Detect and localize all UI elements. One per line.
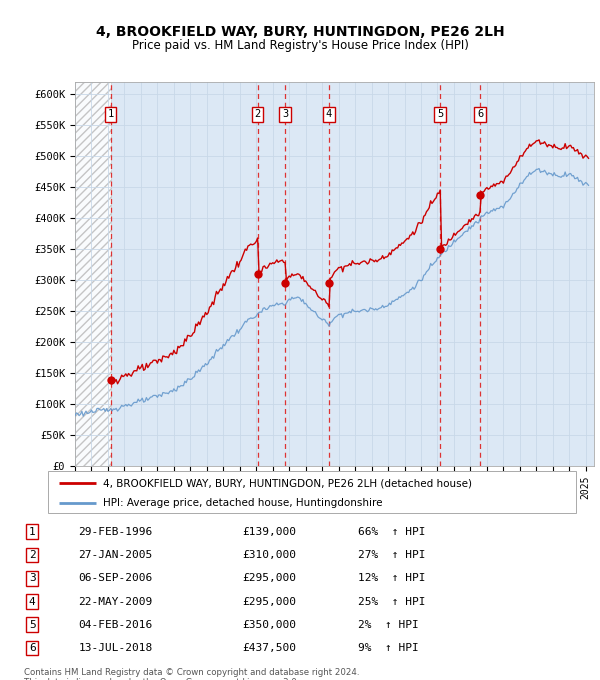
- Text: 1: 1: [29, 527, 35, 537]
- Text: £437,500: £437,500: [242, 643, 296, 653]
- Text: £350,000: £350,000: [242, 619, 296, 630]
- Text: Price paid vs. HM Land Registry's House Price Index (HPI): Price paid vs. HM Land Registry's House …: [131, 39, 469, 52]
- Text: 4: 4: [29, 596, 35, 607]
- Text: Contains HM Land Registry data © Crown copyright and database right 2024.
This d: Contains HM Land Registry data © Crown c…: [24, 668, 359, 680]
- Text: 5: 5: [29, 619, 35, 630]
- Text: £295,000: £295,000: [242, 596, 296, 607]
- Text: 4: 4: [326, 109, 332, 119]
- Text: 22-MAY-2009: 22-MAY-2009: [78, 596, 152, 607]
- Text: 6: 6: [477, 109, 483, 119]
- Text: HPI: Average price, detached house, Huntingdonshire: HPI: Average price, detached house, Hunt…: [103, 498, 383, 508]
- Text: 12%  ↑ HPI: 12% ↑ HPI: [358, 573, 425, 583]
- Text: 27%  ↑ HPI: 27% ↑ HPI: [358, 550, 425, 560]
- Text: 1: 1: [107, 109, 114, 119]
- Text: 4, BROOKFIELD WAY, BURY, HUNTINGDON, PE26 2LH: 4, BROOKFIELD WAY, BURY, HUNTINGDON, PE2…: [95, 25, 505, 39]
- Text: 2%  ↑ HPI: 2% ↑ HPI: [358, 619, 418, 630]
- Text: 25%  ↑ HPI: 25% ↑ HPI: [358, 596, 425, 607]
- Text: 29-FEB-1996: 29-FEB-1996: [78, 527, 152, 537]
- Text: 06-SEP-2006: 06-SEP-2006: [78, 573, 152, 583]
- Text: 04-FEB-2016: 04-FEB-2016: [78, 619, 152, 630]
- FancyBboxPatch shape: [48, 471, 576, 513]
- Text: £139,000: £139,000: [242, 527, 296, 537]
- Text: 3: 3: [282, 109, 288, 119]
- Text: 9%  ↑ HPI: 9% ↑ HPI: [358, 643, 418, 653]
- Text: 2: 2: [29, 550, 35, 560]
- Text: £310,000: £310,000: [242, 550, 296, 560]
- Text: 6: 6: [29, 643, 35, 653]
- Bar: [75, 82, 110, 466]
- Text: 66%  ↑ HPI: 66% ↑ HPI: [358, 527, 425, 537]
- Text: 13-JUL-2018: 13-JUL-2018: [78, 643, 152, 653]
- Text: £295,000: £295,000: [242, 573, 296, 583]
- Text: 2: 2: [254, 109, 261, 119]
- Text: 27-JAN-2005: 27-JAN-2005: [78, 550, 152, 560]
- Text: 3: 3: [29, 573, 35, 583]
- Text: 4, BROOKFIELD WAY, BURY, HUNTINGDON, PE26 2LH (detached house): 4, BROOKFIELD WAY, BURY, HUNTINGDON, PE2…: [103, 478, 472, 488]
- Text: 5: 5: [437, 109, 443, 119]
